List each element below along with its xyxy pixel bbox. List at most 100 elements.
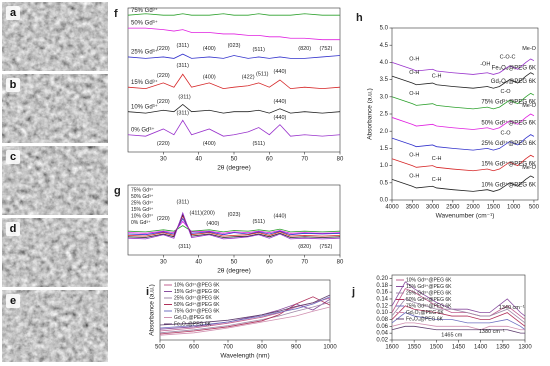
annotation: (440) <box>274 115 287 121</box>
y-tick-label: 3.0 <box>380 94 389 100</box>
label-box <box>6 294 20 308</box>
annotation: (440) <box>274 69 287 75</box>
annotation: (220) <box>157 216 170 222</box>
series-label: Gd₂O₃@PEG 6K <box>491 79 536 85</box>
annotation: (220) <box>157 141 170 147</box>
x-tick-label: 1400 <box>474 345 488 351</box>
x-tick-label: 1550 <box>407 345 421 351</box>
annotation: Me-O <box>522 103 536 109</box>
annotation: 1340 cm⁻¹ <box>499 305 525 311</box>
series-label: 25% Gd³⁺ <box>131 49 158 56</box>
panel-label: c <box>10 151 16 163</box>
x-tick-label: 1000 <box>323 345 337 351</box>
y-tick-label: 0.0 <box>380 198 389 204</box>
series-label: Fe₃O₄@PEG 6K <box>492 65 536 71</box>
x-tick-label: 4000 <box>385 205 399 211</box>
x-tick-label: 50 <box>231 157 238 163</box>
annotation: (400) <box>206 221 219 227</box>
annotation: (220) <box>157 73 170 79</box>
x-tick-label: 1600 <box>385 345 399 351</box>
plot-frame <box>159 279 331 341</box>
annotation: O-H <box>409 91 419 97</box>
x-tick-label: 1000 <box>507 205 521 211</box>
x-tick-label: 900 <box>291 345 302 351</box>
legend-label: 25% Gd³⁺@PEG 6K <box>406 290 452 296</box>
x-tick-label: 2000 <box>466 205 480 211</box>
x-tick-label: 500 <box>529 205 540 211</box>
y-tick-label: 0.08 <box>376 317 388 323</box>
x-tick-label: 3000 <box>426 205 440 211</box>
series-line <box>159 296 331 335</box>
annotation: (311) <box>178 244 191 250</box>
legend-label: 10% Gd³⁺@PEG 6K <box>406 277 452 283</box>
series-line <box>391 58 535 75</box>
y-tick-label: 0.04 <box>376 331 388 337</box>
series-line <box>391 281 526 317</box>
x-axis-label: Wavenumber (cm⁻¹) <box>436 213 495 220</box>
legend-label: 10% Gd³⁺ <box>131 213 154 219</box>
annotation: (311) <box>177 199 190 205</box>
annotation: (511) <box>256 72 269 78</box>
series-line <box>391 175 535 192</box>
series-line <box>391 92 535 110</box>
annotation: (511) <box>253 47 266 53</box>
annotation: (411)(200) <box>190 210 215 216</box>
x-tick-label: 80 <box>337 260 344 266</box>
series-line <box>127 103 341 114</box>
series-line <box>127 211 341 240</box>
x-tick-label: 1500 <box>487 205 501 211</box>
annotation: Me-O <box>522 46 536 52</box>
legend-label: 50% Gd³⁺@PEG 6K <box>174 302 220 308</box>
x-tick-label: 1350 <box>496 345 510 351</box>
y-tick-label: 0.5 <box>380 180 389 186</box>
y-tick-label: 0.14 <box>376 297 388 303</box>
label-box <box>6 6 20 20</box>
legend-label: Fe₃O₄@PEG 6K <box>406 316 444 322</box>
series-line <box>159 306 331 336</box>
series-label: 15% Gd³⁺ <box>131 79 158 86</box>
series-line <box>128 27 340 41</box>
x-tick-label: 30 <box>160 260 167 266</box>
annotation: (820) <box>298 244 311 250</box>
series-label: 75% Gd³⁺ <box>131 7 158 14</box>
legend-label: 50% Gd³⁺@PEG 6K <box>406 297 452 303</box>
y-axis-label: Absorbance (a.u.) <box>367 88 374 140</box>
series-label: 0% Gd³⁺ <box>131 126 155 133</box>
annotation: 1465 cm <box>441 332 463 338</box>
x-axis-label: 2θ (degree) <box>217 165 251 172</box>
series-line <box>127 53 341 59</box>
series-line <box>391 305 526 327</box>
x-tick-label: 40 <box>195 260 202 266</box>
annotation: C-O <box>501 89 512 95</box>
annotation: (400) <box>203 141 216 147</box>
y-tick-label: 4.0 <box>380 60 389 66</box>
y-tick-label: 0.18 <box>376 283 388 289</box>
annotation: C-H <box>432 156 442 162</box>
x-tick-label: 60 <box>266 260 273 266</box>
x-tick-label: 40 <box>195 157 202 163</box>
annotation: C-H <box>432 177 442 183</box>
series-line <box>127 225 341 233</box>
x-tick-label: 1300 <box>518 345 532 351</box>
panel-label: e <box>10 295 16 307</box>
sem-images: a b c d e <box>2 2 108 362</box>
series-line <box>391 154 535 172</box>
series-line <box>391 134 535 151</box>
legend-label: 0% Gd³⁺ <box>131 220 151 226</box>
legend-label: 15% Gd³⁺@PEG 6K <box>406 284 452 290</box>
annotation: (440) <box>274 99 287 105</box>
series-line <box>159 296 331 329</box>
series-line <box>127 214 341 237</box>
x-tick-label: 70 <box>301 260 308 266</box>
y-tick-label: 0.10 <box>376 310 388 316</box>
series-line <box>391 312 526 331</box>
legend-label: 25% Gd³⁺ <box>131 200 154 206</box>
panel-title: f <box>114 8 118 20</box>
y-tick-label: 2.5 <box>380 112 389 118</box>
x-axis-label: Wavelength (nm) <box>220 353 269 360</box>
series-line <box>159 298 331 330</box>
annotation: -OH <box>480 62 490 68</box>
x-tick-label: 500 <box>155 345 166 351</box>
annotation: (400) <box>203 46 216 52</box>
